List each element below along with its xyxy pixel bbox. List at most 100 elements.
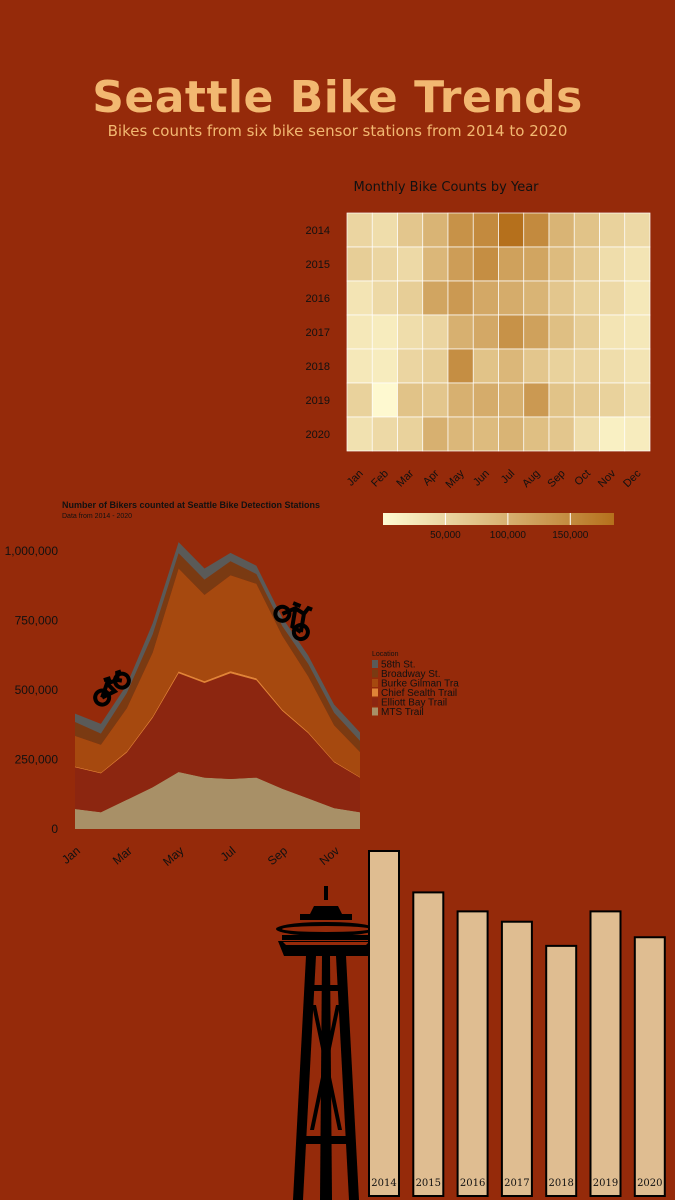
heatmap-cell xyxy=(599,382,626,418)
heatmap-cell xyxy=(624,280,651,316)
heatmap-cell xyxy=(548,314,575,350)
heatmap-y-label: 2014 xyxy=(306,225,330,237)
heatmap-cell xyxy=(523,348,550,384)
bicycle-icon xyxy=(273,601,313,642)
heatmap-cell xyxy=(498,280,525,316)
heatmap-cell xyxy=(599,246,626,282)
heatmap-cell xyxy=(472,416,499,452)
heatmap-cell xyxy=(472,314,499,350)
heatmap-cell xyxy=(346,348,373,384)
area-chart-layers xyxy=(75,542,360,829)
legend-swatch xyxy=(372,669,378,678)
heatmap-cell xyxy=(447,416,474,452)
bar-2019 xyxy=(589,910,622,1197)
heatmap-x-label: Apr xyxy=(421,467,442,488)
heatmap-cell xyxy=(498,314,525,350)
bar-label: 2018 xyxy=(548,1178,573,1189)
legend-swatch xyxy=(372,679,378,687)
area-y-tick-label: 750,000 xyxy=(15,614,59,628)
heatmap-cell xyxy=(523,280,550,316)
heatmap-cell xyxy=(371,280,398,316)
heatmap-x-label: Sep xyxy=(545,468,567,490)
bar-label: 2019 xyxy=(593,1178,618,1189)
heatmap-cell xyxy=(523,314,550,350)
heatmap-cell xyxy=(548,280,575,316)
heatmap-cell xyxy=(346,314,373,350)
area-x-tick-label: Jul xyxy=(218,844,239,865)
heatmap-cell xyxy=(573,314,600,350)
heatmap-cell xyxy=(599,416,626,452)
bar-chart: 2014 2015 2016 2017 2018 2019 2020 xyxy=(368,850,666,1198)
heatmap-cell xyxy=(523,212,550,248)
area-x-tick-label: Mar xyxy=(110,844,135,868)
heatmap-cell xyxy=(599,280,626,316)
heatmap-cell xyxy=(624,416,651,452)
legend-label: Burke Gilman Tra xyxy=(381,679,459,690)
heatmap-cell xyxy=(397,314,424,350)
heatmap-cell xyxy=(371,416,398,452)
heatmap-cell xyxy=(397,382,424,418)
area-series-elliott-bay-trail xyxy=(75,673,360,813)
bicycle-icon xyxy=(93,669,131,707)
heatmap-x-label: Dec xyxy=(621,467,644,490)
area-x-tick-label: Nov xyxy=(317,844,342,868)
heatmap-cell xyxy=(498,212,525,248)
heatmap-cell xyxy=(472,382,499,418)
heatmap-cell xyxy=(371,348,398,384)
heatmap-cell xyxy=(371,314,398,350)
heatmap-cell xyxy=(397,246,424,282)
heatmap-cell xyxy=(397,348,424,384)
area-x-tick-label: May xyxy=(160,844,186,869)
area-chart: Number of Bikers counted at Seattle Bike… xyxy=(5,500,460,869)
bar-label: 2015 xyxy=(416,1178,441,1189)
heatmap-cell xyxy=(599,212,626,248)
heatmap-x-label: May xyxy=(444,467,468,491)
bar-label: 2017 xyxy=(504,1178,529,1189)
page-title: Seattle Bike Trends xyxy=(92,72,583,123)
heatmap-cell xyxy=(624,212,651,248)
heatmap-cell xyxy=(498,416,525,452)
heatmap-cell xyxy=(573,382,600,418)
heatmap-cell xyxy=(548,348,575,384)
bar-2020 xyxy=(633,936,666,1197)
heatmap-cell xyxy=(573,348,600,384)
heatmap-cell xyxy=(573,416,600,452)
heatmap-cell xyxy=(397,280,424,316)
heatmap-x-label: Jun xyxy=(471,468,492,489)
legend-label: 58th St. xyxy=(381,660,415,671)
heatmap-y-label: 2018 xyxy=(306,361,330,373)
area-series-burke-gilman-trail xyxy=(75,568,360,777)
heatmap-cell xyxy=(573,212,600,248)
heatmap-cell xyxy=(447,382,474,418)
heatmap-y-label: 2015 xyxy=(306,259,330,271)
legend-swatch xyxy=(372,660,378,668)
heatmap-cell xyxy=(422,246,449,282)
colorbar-tick-label: 100,000 xyxy=(490,530,527,541)
area-chart-subtitle: Data from 2014 - 2020 xyxy=(62,513,132,520)
heatmap-x-label: Jan xyxy=(345,468,366,489)
heatmap-cell xyxy=(599,314,626,350)
page-subtitle: Bikes counts from six bike sensor statio… xyxy=(107,122,568,140)
bar-2018 xyxy=(545,944,578,1197)
heatmap-cell xyxy=(498,348,525,384)
bar-label: 2020 xyxy=(637,1178,662,1189)
heatmap-colorbar-ticks: 50,000 100,000 150,000 xyxy=(430,513,589,541)
heatmap-cell xyxy=(523,382,550,418)
heatmap-cell xyxy=(472,280,499,316)
heatmap-cell xyxy=(447,348,474,384)
area-y-tick-label: 0 xyxy=(51,822,58,836)
colorbar-tick-label: 150,000 xyxy=(552,530,589,541)
heatmap-cell xyxy=(346,212,373,248)
heatmap-y-label: 2016 xyxy=(306,293,330,305)
heatmap-cell xyxy=(472,246,499,282)
heatmap-x-label: Oct xyxy=(572,468,593,489)
area-y-tick-label: 1,000,000 xyxy=(5,544,59,558)
heatmap-cell xyxy=(523,416,550,452)
area-chart-x-axis: Jan Mar May Jul Sep Nov xyxy=(59,843,342,869)
heatmap-cell xyxy=(498,246,525,282)
heatmap-x-label: Nov xyxy=(596,467,619,490)
heatmap-cell xyxy=(346,246,373,282)
heatmap-cell xyxy=(498,382,525,418)
area-series-broadway-st- xyxy=(75,553,360,752)
